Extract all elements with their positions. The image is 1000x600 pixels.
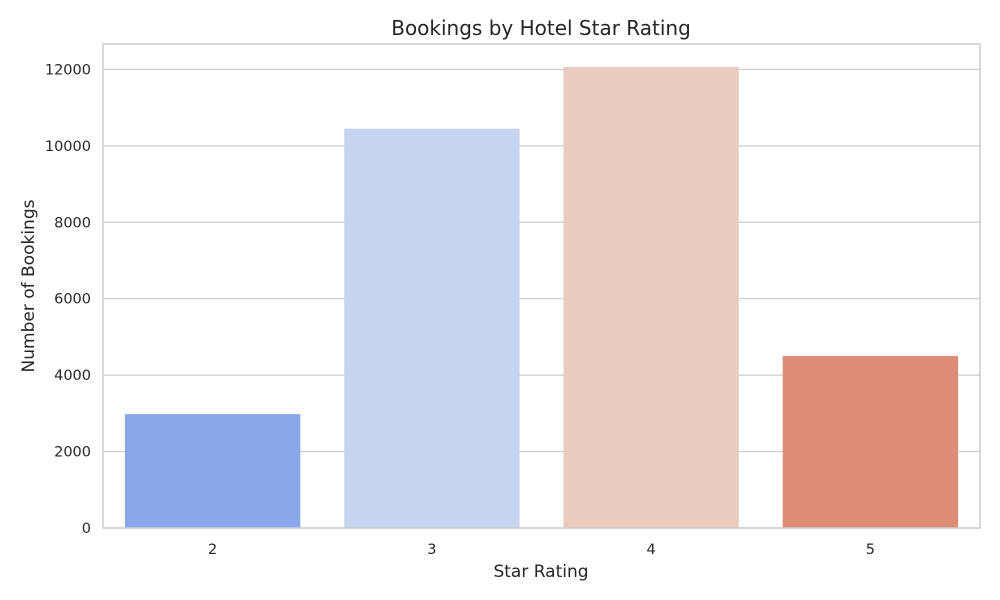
- x-tick-label: 5: [866, 542, 875, 558]
- x-axis-label: Star Rating: [493, 562, 588, 582]
- bar-star-4: [563, 67, 739, 528]
- y-tick-label: 0: [82, 521, 91, 537]
- bar-star-3: [344, 128, 520, 528]
- x-tick-labels: 2 3 4 5: [208, 542, 875, 558]
- y-tick-label: 2000: [54, 445, 91, 461]
- x-tick-label: 4: [647, 542, 656, 558]
- bar-star-5: [782, 356, 959, 528]
- y-tick-label: 10000: [45, 139, 91, 155]
- y-tick-label: 12000: [45, 62, 91, 78]
- y-tick-label: 8000: [54, 215, 91, 231]
- y-tick-labels: 0 2000 4000 6000 8000 10000 12000: [45, 62, 91, 537]
- y-tick-label: 4000: [54, 368, 91, 384]
- x-tick-label: 2: [208, 542, 217, 558]
- bars: [124, 67, 959, 528]
- y-axis-label: Number of Bookings: [19, 199, 39, 372]
- chart-title: Bookings by Hotel Star Rating: [391, 16, 691, 40]
- plot-frame: [102, 43, 981, 529]
- bar-star-2: [124, 414, 301, 528]
- x-tick-label: 3: [427, 542, 436, 558]
- y-tick-label: 6000: [54, 292, 91, 308]
